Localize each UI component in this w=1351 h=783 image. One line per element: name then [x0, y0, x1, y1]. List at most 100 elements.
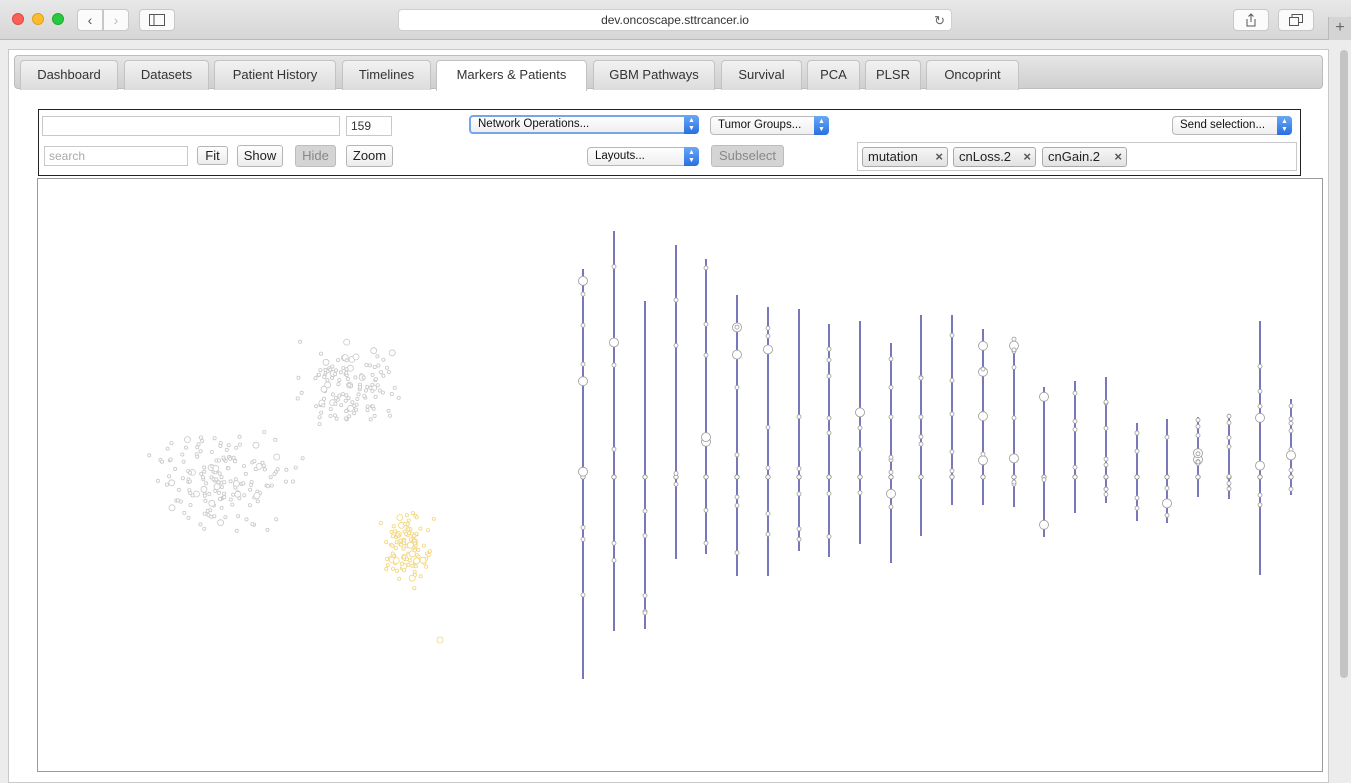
gene-node[interactable]: [734, 324, 740, 330]
gene-node[interactable]: [1011, 336, 1017, 342]
patient-node[interactable]: [390, 551, 395, 556]
patient-node[interactable]: [237, 434, 242, 439]
patient-node[interactable]: [418, 574, 423, 579]
patient-node[interactable]: [200, 485, 208, 493]
patient-node[interactable]: [408, 537, 413, 542]
patient-node[interactable]: [165, 446, 170, 451]
gene-node[interactable]: [580, 592, 586, 598]
show-button[interactable]: Show: [237, 145, 283, 167]
patient-node[interactable]: [190, 493, 195, 498]
patient-node[interactable]: [418, 526, 423, 531]
patient-node[interactable]: [381, 357, 386, 362]
gene-node[interactable]: [1009, 453, 1019, 464]
gene-node[interactable]: [888, 469, 894, 475]
network-canvas[interactable]: [37, 178, 1323, 772]
gene-node[interactable]: [1226, 480, 1232, 486]
back-button[interactable]: ‹: [77, 9, 103, 31]
tab-gbm-pathways[interactable]: GBM Pathways: [593, 60, 715, 90]
gene-node[interactable]: [918, 441, 924, 447]
window-close-button[interactable]: [12, 13, 24, 25]
patient-node[interactable]: [328, 367, 333, 372]
share-button[interactable]: [1233, 9, 1269, 31]
patient-node[interactable]: [343, 338, 351, 346]
patient-node[interactable]: [392, 557, 400, 564]
hide-button[interactable]: Hide: [295, 145, 336, 167]
patient-node[interactable]: [237, 496, 242, 501]
patient-node[interactable]: [296, 375, 301, 380]
patient-node[interactable]: [317, 415, 322, 420]
tab-oncoprint[interactable]: Oncoprint: [926, 60, 1019, 90]
patient-node[interactable]: [313, 376, 318, 381]
patient-node[interactable]: [368, 385, 373, 390]
patient-node[interactable]: [230, 502, 235, 507]
patient-node[interactable]: [187, 488, 192, 493]
patient-node[interactable]: [198, 435, 203, 440]
patient-node[interactable]: [394, 568, 399, 573]
patient-node[interactable]: [421, 543, 426, 548]
patient-node[interactable]: [155, 478, 160, 483]
gene-node[interactable]: [580, 361, 586, 367]
patient-node[interactable]: [392, 385, 397, 390]
gene-node[interactable]: [703, 352, 709, 358]
gene-node[interactable]: [1288, 420, 1294, 426]
patient-node[interactable]: [217, 496, 222, 501]
patient-node[interactable]: [183, 445, 188, 450]
tab-markers-patients[interactable]: Markers & Patients: [436, 60, 587, 91]
patient-node[interactable]: [347, 414, 352, 419]
patient-node[interactable]: [431, 516, 436, 521]
patient-node[interactable]: [322, 374, 327, 379]
patient-node[interactable]: [370, 347, 378, 355]
patient-node[interactable]: [330, 364, 335, 369]
tab-timelines[interactable]: Timelines: [342, 60, 431, 90]
patient-node[interactable]: [209, 514, 214, 519]
patient-node[interactable]: [295, 396, 300, 401]
patient-node[interactable]: [343, 398, 348, 403]
patient-node[interactable]: [216, 458, 221, 463]
gene-node[interactable]: [1103, 456, 1109, 462]
gene-node[interactable]: [1288, 416, 1294, 422]
patient-node[interactable]: [328, 413, 333, 418]
patient-node[interactable]: [180, 452, 185, 457]
gene-node[interactable]: [1103, 425, 1109, 431]
gene-node[interactable]: [1039, 519, 1049, 530]
gene-node[interactable]: [949, 377, 955, 383]
patient-node[interactable]: [344, 370, 349, 375]
gene-node[interactable]: [826, 430, 832, 436]
patient-node[interactable]: [160, 459, 165, 464]
gene-node[interactable]: [580, 322, 586, 328]
patient-node[interactable]: [406, 541, 414, 549]
send-selection-select[interactable]: Send selection... ▲ ▼: [1172, 116, 1292, 135]
window-minimize-button[interactable]: [32, 13, 44, 25]
patient-node[interactable]: [321, 403, 326, 408]
gene-node[interactable]: [765, 531, 771, 537]
patient-node[interactable]: [169, 441, 174, 446]
centromere-node[interactable]: [1134, 474, 1140, 480]
patient-node[interactable]: [410, 511, 415, 516]
patient-node[interactable]: [344, 393, 349, 398]
patient-node[interactable]: [202, 511, 207, 516]
gene-node[interactable]: [611, 264, 617, 269]
patient-node[interactable]: [344, 367, 349, 372]
patient-node[interactable]: [396, 395, 401, 400]
gene-node[interactable]: [1164, 434, 1170, 440]
patient-node[interactable]: [363, 388, 368, 393]
gene-node[interactable]: [857, 425, 863, 431]
gene-node[interactable]: [1195, 459, 1201, 465]
patient-node[interactable]: [373, 376, 378, 381]
patient-node[interactable]: [344, 358, 349, 363]
gene-node[interactable]: [1103, 474, 1109, 480]
gene-node[interactable]: [888, 454, 894, 460]
forward-button[interactable]: ›: [103, 9, 129, 31]
patient-node[interactable]: [195, 454, 200, 459]
gene-node[interactable]: [1134, 505, 1140, 511]
patient-node[interactable]: [181, 459, 186, 464]
patient-node[interactable]: [207, 491, 212, 496]
patient-node[interactable]: [266, 484, 271, 489]
patient-node[interactable]: [203, 498, 208, 503]
gene-node[interactable]: [580, 525, 586, 530]
close-icon[interactable]: ×: [1023, 149, 1031, 164]
patient-node[interactable]: [165, 482, 170, 487]
patient-node[interactable]: [202, 526, 207, 531]
patient-node[interactable]: [414, 515, 419, 520]
patient-node[interactable]: [372, 413, 377, 418]
